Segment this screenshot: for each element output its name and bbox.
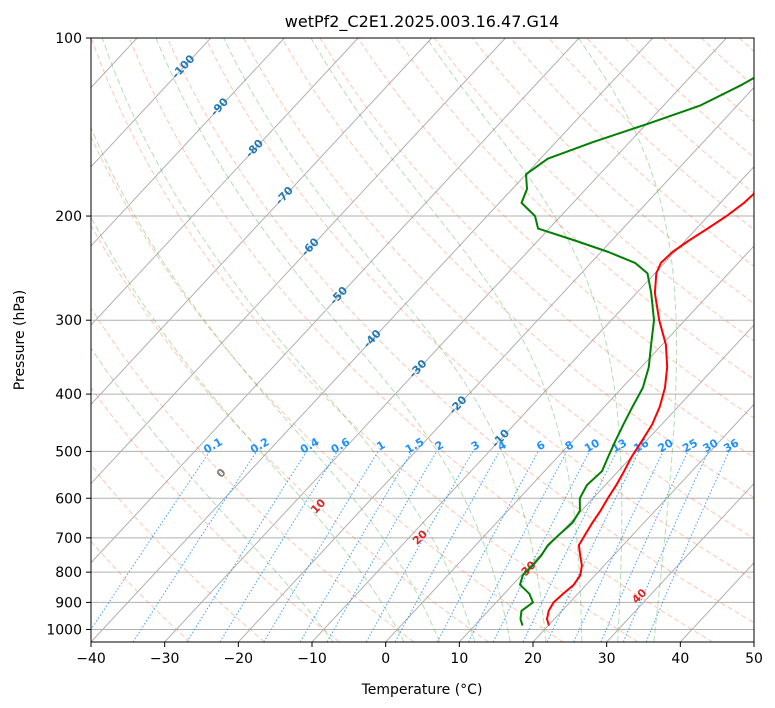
x-axis: −40 −30 −20 −10 0 10 20 30 40 50 (76, 642, 763, 667)
isotherm-gridline (91, 38, 285, 247)
x-axis-title: Temperature (°C) (361, 682, 483, 698)
x-tick-label: 50 (745, 651, 763, 667)
y-tick-label: 600 (55, 491, 82, 507)
dewpoint-profile (519, 76, 754, 626)
isotherm-gridline (91, 38, 433, 406)
isotherm-gridline (385, 245, 754, 642)
isotherm-gridline (532, 403, 754, 642)
y-axis: 100 200 300 400 500 600 700 800 900 1000 (46, 31, 91, 638)
dry-adiabat (166, 38, 754, 624)
sounding-profiles (519, 76, 754, 626)
isotherm-gridline (91, 38, 359, 326)
dry-adiabat (433, 38, 754, 342)
mixing-ratio-line (546, 451, 640, 642)
mixing-ratio-line (645, 451, 730, 642)
moist-adiabat (223, 38, 547, 642)
mixing-ratio-line (522, 451, 618, 642)
mixing-ratio-line (468, 451, 568, 642)
y-tick-label: 300 (55, 313, 82, 329)
mixing-ratio-line (365, 451, 474, 642)
isotherm-gridline (237, 86, 754, 642)
y-tick-label: 200 (55, 209, 82, 225)
isotherm-gridline (311, 165, 754, 642)
y-tick-label: 900 (55, 595, 82, 611)
mixing-ratio-line (622, 451, 709, 642)
isotherm-gridline (91, 38, 506, 485)
x-tick-label: 30 (598, 651, 616, 667)
moist-adiabat (91, 126, 440, 642)
dry-adiabat (357, 38, 754, 419)
mixing-ratio-line (219, 451, 338, 642)
mixing-ratio-line (436, 451, 539, 642)
dry-adiabat (91, 307, 415, 642)
y-tick-label: 400 (55, 387, 82, 403)
dry-adiabat (91, 540, 191, 642)
dry-adiabat (91, 135, 564, 642)
dry-adiabat (243, 38, 754, 540)
x-tick-label: −30 (150, 651, 180, 667)
temperature-profile (546, 192, 754, 626)
moist-adiabat (155, 38, 511, 642)
mixing-ratio-line (91, 451, 211, 631)
y-tick-label: 500 (55, 444, 82, 460)
mixing-ratio-line (492, 451, 590, 642)
isotherm-gridline (91, 38, 654, 642)
y-tick-label: 700 (55, 531, 82, 547)
x-tick-label: −20 (224, 651, 254, 667)
moist-adiabat (91, 216, 405, 642)
moist-adiabat (577, 38, 677, 642)
dry-adiabat (91, 38, 639, 642)
mixing-ratio-line (132, 451, 258, 642)
y-tick-label: 800 (55, 565, 82, 581)
chart-title: wetPf2_C2E1.2025.003.16.47.G14 (285, 12, 559, 32)
isotherm-gridline (91, 38, 580, 564)
dry-adiabat (205, 38, 754, 581)
plot-frame (90, 37, 755, 643)
dry-adiabat (128, 38, 713, 642)
y-tick-label: 1000 (46, 622, 82, 638)
mixing-ratio-line (573, 451, 664, 642)
dry-adiabat (91, 386, 340, 642)
dry-adiabat (281, 38, 754, 499)
x-tick-label: 10 (450, 651, 468, 667)
isotherm-gridline (91, 38, 212, 168)
mixing-ratio-line (186, 451, 308, 642)
moist-adiabat (101, 38, 476, 642)
x-tick-label: 20 (524, 651, 542, 667)
x-tick-label: −10 (297, 651, 327, 667)
mixing-ratio-line (394, 451, 500, 642)
x-tick-label: 40 (671, 651, 689, 667)
isotherm-gridline (164, 38, 727, 642)
dry-adiabat (91, 464, 265, 642)
y-axis-title: Pressure (hPa) (12, 290, 28, 390)
dry-adiabat (91, 224, 489, 642)
background-lines (91, 38, 754, 642)
dry-adiabat (472, 38, 754, 304)
mixing-ratio-line (600, 451, 689, 642)
x-tick-label: −40 (76, 651, 106, 667)
isotherm-gridline (606, 482, 754, 642)
x-tick-label: 0 (381, 651, 390, 667)
y-tick-label: 100 (55, 31, 82, 47)
mixing-ratio-line (263, 451, 379, 642)
